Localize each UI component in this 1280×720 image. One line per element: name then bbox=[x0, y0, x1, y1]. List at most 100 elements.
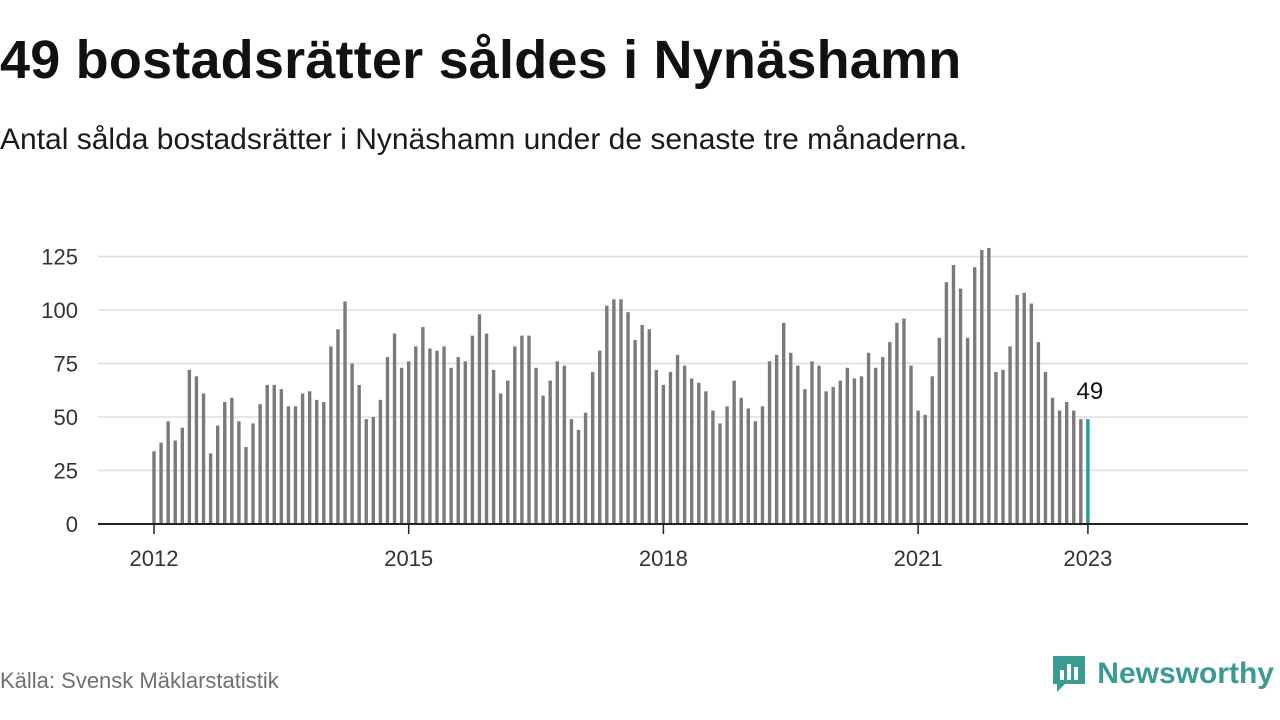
bar bbox=[605, 305, 609, 524]
bar bbox=[421, 327, 425, 524]
bar bbox=[810, 361, 814, 524]
y-tick-label: 100 bbox=[41, 298, 78, 323]
bar bbox=[173, 440, 177, 524]
bar bbox=[973, 267, 977, 524]
bar bbox=[435, 350, 439, 524]
brand[interactable]: Newsworthy bbox=[1051, 654, 1274, 694]
bar bbox=[392, 333, 397, 524]
bar bbox=[781, 322, 786, 524]
bar bbox=[895, 322, 899, 524]
bar bbox=[598, 350, 602, 524]
bar bbox=[774, 354, 779, 524]
bar bbox=[180, 427, 184, 524]
x-tick-label: 2023 bbox=[1063, 546, 1112, 571]
newsworthy-logo-icon bbox=[1053, 656, 1086, 692]
y-tick-label: 25 bbox=[54, 459, 78, 484]
bar bbox=[838, 380, 842, 524]
bar bbox=[682, 365, 687, 524]
bar bbox=[873, 367, 878, 524]
bar bbox=[562, 365, 567, 524]
bar bbox=[760, 406, 765, 524]
bar bbox=[307, 391, 312, 524]
bar bbox=[1064, 402, 1069, 524]
bar bbox=[407, 361, 411, 524]
bar bbox=[491, 369, 496, 524]
bar bbox=[958, 288, 963, 524]
bar bbox=[831, 387, 835, 524]
bar bbox=[378, 399, 383, 524]
bar bbox=[994, 372, 998, 524]
bar bbox=[286, 406, 291, 524]
bar bbox=[965, 337, 970, 524]
bar bbox=[159, 442, 163, 524]
bar bbox=[329, 346, 333, 524]
bar bbox=[1036, 342, 1041, 524]
x-tick-label: 2021 bbox=[894, 546, 943, 571]
bar bbox=[612, 299, 616, 524]
y-tick-label: 125 bbox=[41, 245, 78, 270]
bar bbox=[626, 312, 630, 524]
bar bbox=[498, 393, 503, 524]
bar bbox=[619, 299, 623, 524]
bar bbox=[583, 412, 588, 524]
bar bbox=[541, 395, 545, 524]
bar bbox=[470, 335, 475, 524]
bar bbox=[527, 335, 531, 524]
bar bbox=[675, 354, 680, 524]
chart-subtitle: Antal sålda bostadsrätter i Nynäshamn un… bbox=[0, 123, 968, 156]
bar bbox=[315, 399, 319, 524]
bar bbox=[1001, 369, 1005, 524]
bar bbox=[279, 389, 284, 524]
bar bbox=[951, 265, 956, 524]
bar bbox=[697, 382, 701, 524]
bar bbox=[201, 393, 206, 524]
bar bbox=[477, 314, 482, 524]
bar bbox=[718, 423, 722, 524]
bar bbox=[640, 324, 644, 524]
bar bbox=[1022, 292, 1026, 524]
bar bbox=[506, 380, 510, 524]
bar bbox=[909, 365, 913, 524]
x-tick-label: 2012 bbox=[130, 546, 179, 571]
bar bbox=[272, 384, 276, 524]
bar bbox=[1029, 303, 1033, 524]
bar bbox=[1050, 397, 1055, 524]
bar bbox=[739, 397, 743, 524]
bar bbox=[888, 342, 892, 524]
bar bbox=[385, 357, 390, 524]
brand-name: Newsworthy bbox=[1097, 657, 1274, 690]
bar bbox=[668, 372, 673, 524]
bar bbox=[661, 384, 666, 524]
bar bbox=[690, 378, 694, 524]
bar bbox=[194, 376, 199, 524]
bar bbox=[902, 318, 906, 524]
bar bbox=[704, 391, 708, 524]
bar bbox=[852, 378, 857, 524]
chart-title: 49 bostadsrätter såldes i Nynäshamn bbox=[0, 30, 962, 90]
bar bbox=[824, 391, 828, 524]
bar bbox=[513, 346, 517, 524]
bar bbox=[357, 384, 361, 524]
bar bbox=[371, 417, 376, 524]
y-tick-label: 75 bbox=[54, 352, 78, 377]
x-tick-label: 2018 bbox=[639, 546, 688, 571]
bar bbox=[789, 352, 793, 524]
bar bbox=[484, 333, 489, 524]
bar bbox=[923, 414, 927, 524]
bar bbox=[237, 421, 241, 524]
bar bbox=[208, 453, 213, 524]
bar bbox=[322, 402, 326, 524]
bar bbox=[364, 419, 368, 524]
bar bbox=[463, 361, 467, 524]
bar bbox=[456, 357, 460, 524]
bar-chart: 0 25 50 75 100 125 2012 2015 2018 2021 2023 49 bbox=[41, 245, 1248, 571]
bar bbox=[449, 367, 453, 524]
bar bbox=[442, 346, 446, 524]
bar bbox=[555, 361, 559, 524]
bar bbox=[590, 372, 595, 524]
bar bbox=[859, 376, 864, 524]
bar bbox=[414, 346, 418, 524]
bar bbox=[336, 329, 340, 524]
bar bbox=[725, 406, 729, 524]
bar bbox=[930, 376, 934, 524]
